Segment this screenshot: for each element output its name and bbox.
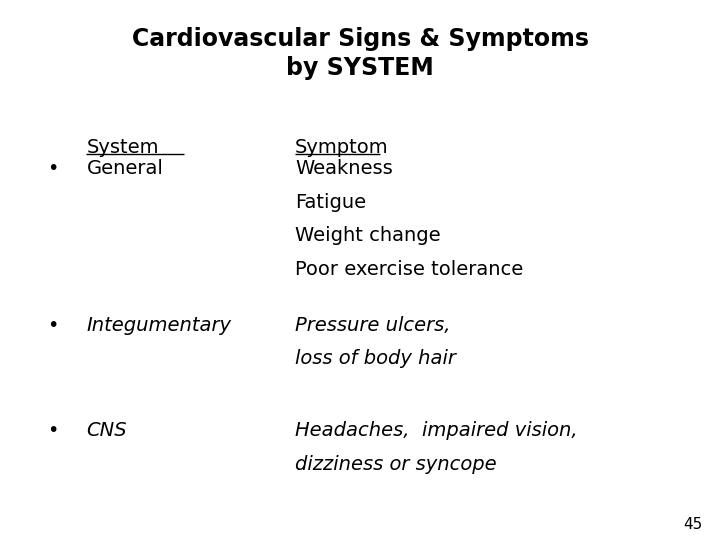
Text: Headaches,  impaired vision,: Headaches, impaired vision, bbox=[295, 421, 578, 440]
Text: Weakness: Weakness bbox=[295, 159, 393, 178]
Text: dizziness or syncope: dizziness or syncope bbox=[295, 455, 497, 474]
Text: Pressure ulcers,: Pressure ulcers, bbox=[295, 316, 451, 335]
Text: 45: 45 bbox=[683, 517, 702, 532]
Text: System: System bbox=[86, 138, 159, 157]
Text: Cardiovascular Signs & Symptoms
by SYSTEM: Cardiovascular Signs & Symptoms by SYSTE… bbox=[132, 27, 588, 80]
Text: •: • bbox=[47, 316, 58, 335]
Text: •: • bbox=[47, 159, 58, 178]
Text: Poor exercise tolerance: Poor exercise tolerance bbox=[295, 260, 523, 279]
Text: Fatigue: Fatigue bbox=[295, 193, 366, 212]
Text: Symptom: Symptom bbox=[295, 138, 389, 157]
Text: •: • bbox=[47, 421, 58, 440]
Text: General: General bbox=[86, 159, 163, 178]
Text: loss of body hair: loss of body hair bbox=[295, 349, 456, 368]
Text: CNS: CNS bbox=[86, 421, 127, 440]
Text: Integumentary: Integumentary bbox=[86, 316, 231, 335]
Text: Weight change: Weight change bbox=[295, 226, 441, 245]
